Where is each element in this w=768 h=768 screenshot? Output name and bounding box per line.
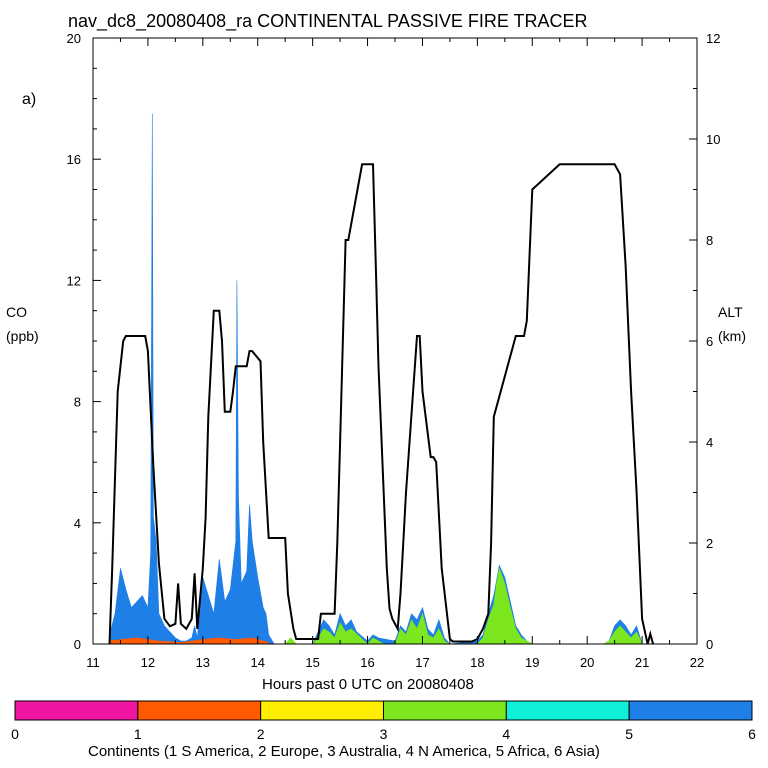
y-tick-label: 0 xyxy=(74,637,81,652)
legend-colorbar: 0 1 2 3 4 5 6 xyxy=(11,700,756,742)
x-tick-label: 17 xyxy=(415,655,429,670)
legend-tick-label: 3 xyxy=(380,726,388,742)
x-tick-label: 15 xyxy=(305,655,319,670)
x-tick-label: 22 xyxy=(690,655,704,670)
legend-tick-label: 5 xyxy=(625,726,633,742)
plot-area xyxy=(108,113,655,645)
y2-axis-label: ALT xyxy=(718,304,743,320)
legend-swatch xyxy=(383,700,507,721)
y2-tick-label: 10 xyxy=(706,132,720,147)
y2-tick-label: 0 xyxy=(706,637,713,652)
x-tick-label: 12 xyxy=(141,655,155,670)
x-tick-label: 18 xyxy=(470,655,484,670)
x-tick-label: 14 xyxy=(250,655,264,670)
y-tick-label: 20 xyxy=(67,31,81,46)
x-tick-label: 20 xyxy=(580,655,594,670)
x-axis-label: Hours past 0 UTC on 20080408 xyxy=(262,676,474,693)
legend-title: Continents (1 S America, 2 Europe, 3 Aus… xyxy=(88,743,600,760)
chart-title: nav_dc8_20080408_ra CONTINENTAL PASSIVE … xyxy=(68,11,588,31)
y-tick-label: 16 xyxy=(67,152,81,167)
y2-axis-units: (km) xyxy=(718,328,746,344)
legend-tick-label: 4 xyxy=(502,726,510,742)
legend-tick-label: 1 xyxy=(134,726,142,742)
legend-swatch xyxy=(260,700,384,721)
y-tick-label: 8 xyxy=(74,395,81,410)
x-tick-label: 16 xyxy=(360,655,374,670)
series-area-n-america xyxy=(284,567,643,645)
y2-tick-label: 6 xyxy=(706,334,713,349)
legend-swatch xyxy=(505,700,630,721)
panel-label: a) xyxy=(22,91,37,108)
y2-tick-label: 4 xyxy=(706,435,713,450)
y2-tick-label: 2 xyxy=(706,536,713,551)
legend-swatch xyxy=(14,700,139,721)
x-tick-label: 13 xyxy=(196,655,210,670)
legend-tick-label: 2 xyxy=(257,726,265,742)
y2-tick-label: 12 xyxy=(706,31,720,46)
axes: 11 12 13 14 15 16 17 18 19 20 21 220481216200246810… xyxy=(67,31,721,670)
legend-swatch xyxy=(137,700,262,721)
y2-tick-label: 8 xyxy=(706,233,713,248)
series-area-asia xyxy=(109,113,643,645)
x-tick-label: 11 xyxy=(86,655,100,670)
y-tick-label: 4 xyxy=(74,516,81,531)
series-area-europe xyxy=(109,637,269,645)
x-tick-label: 19 xyxy=(525,655,539,670)
y-axis-label: CO xyxy=(6,304,27,320)
altitude-line xyxy=(108,163,655,645)
y-tick-label: 12 xyxy=(67,273,81,288)
legend-swatch xyxy=(628,700,753,721)
x-tick-label: 21 xyxy=(635,655,649,670)
y-axis-units: (ppb) xyxy=(6,328,39,344)
legend-tick-label: 6 xyxy=(748,726,756,742)
plot-frame xyxy=(92,37,698,645)
legend-tick-label: 0 xyxy=(11,726,19,742)
